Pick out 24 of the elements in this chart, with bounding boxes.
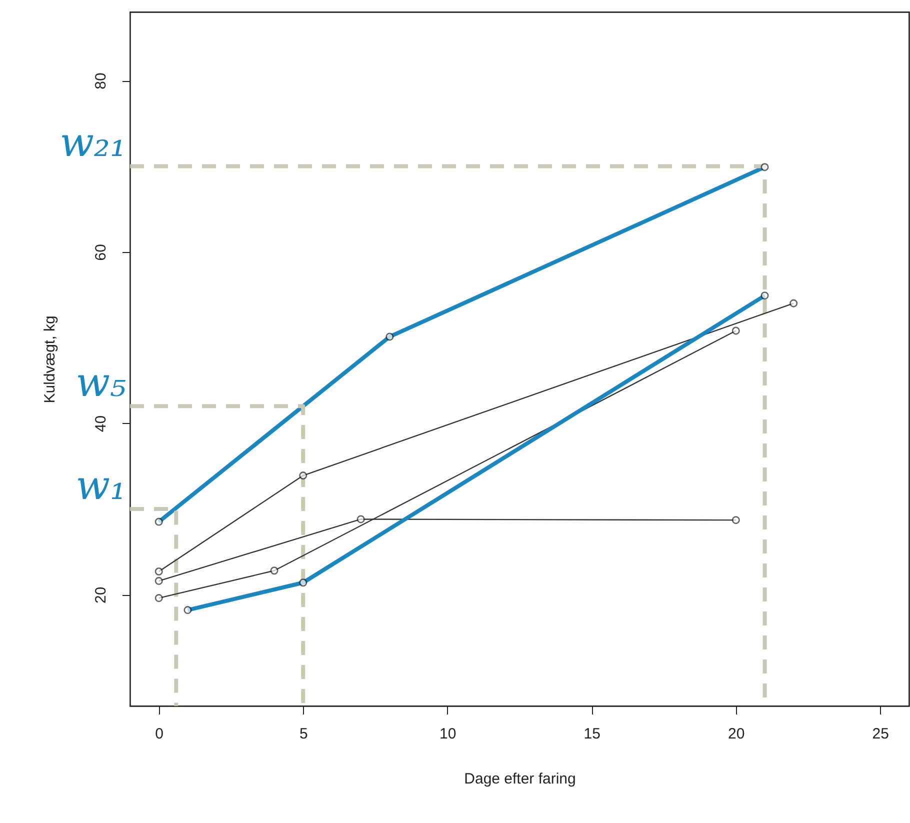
x-tick-label: 10 — [440, 726, 456, 742]
point — [154, 576, 163, 585]
point — [299, 472, 308, 480]
text: w₅ — [76, 360, 126, 406]
point — [790, 299, 798, 308]
y-tick-label: 20 — [92, 586, 110, 604]
y-tick-label: 40 — [92, 415, 110, 432]
y-axis-title: Kuldvægt, kg — [42, 316, 58, 404]
x-tick-label: 5 — [299, 726, 308, 742]
x-tick-label: 15 — [584, 726, 600, 742]
y-tick-label: 60 — [92, 244, 110, 261]
x-tick-label: 25 — [872, 726, 889, 742]
y-tick-label: 80 — [92, 72, 110, 90]
x-tick-label: 20 — [728, 726, 745, 742]
point — [270, 566, 278, 575]
x-axis-title: Dage efter faring — [464, 770, 576, 788]
text: w₂₁ — [60, 120, 126, 166]
text: w₁ — [76, 462, 126, 509]
point — [356, 515, 365, 524]
point — [732, 326, 740, 335]
point — [154, 567, 163, 576]
point — [732, 516, 740, 524]
x-tick-label: 0 — [155, 726, 164, 742]
point — [154, 594, 163, 602]
